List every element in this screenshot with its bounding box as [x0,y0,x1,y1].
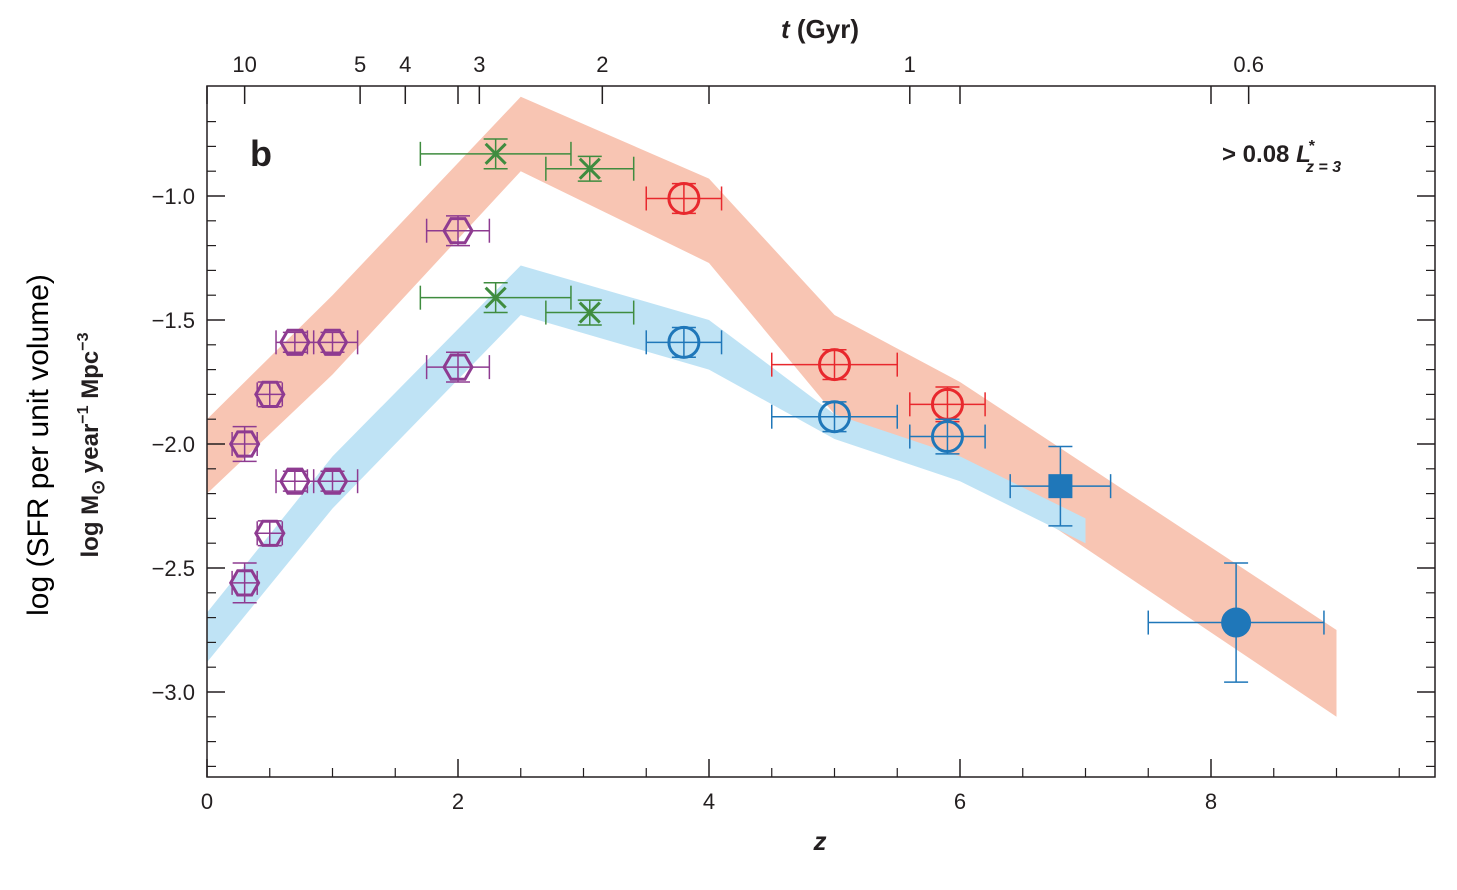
annotation-sup: * [1309,138,1316,155]
top-tick-label: 4 [399,52,411,77]
open-circle-marker [818,400,851,434]
asterisk-stroke [484,286,507,309]
y-tick-label: −1.5 [152,308,195,333]
ylabel-exp1: −1 [75,405,92,423]
data-point-open-circle [771,348,898,382]
top-tick-label: 0.6 [1233,52,1264,77]
open-circle-marker [667,181,701,215]
data-point-asterisk [545,155,635,182]
axes: 0 2 4 6 8 −1.0 −1.5 −2.0 −2.5 −3.0 10 5 4 3 2 1 0.6 [152,52,1436,814]
top-tick-label: 5 [354,52,366,77]
asterisk-stroke [578,157,601,180]
data-point-hexagon [228,562,261,604]
top-tick-label: 2 [596,52,608,77]
hexagon-marker [254,519,286,547]
annotation-prefix: > 0.08 [1222,141,1296,168]
data-point-hexagon [254,519,286,547]
data-point-asterisk [545,299,635,326]
data-point-hexagon [306,328,359,356]
data-points [228,138,1325,683]
hexagon-marker [279,467,311,495]
y-axis-title-inner: log M⊙ year−1 Mpc−3 [75,332,108,557]
data-point-open-circle [909,418,986,455]
data-point-hexagon [306,467,359,495]
top-tick-label: 1 [904,52,916,77]
open-circle-marker [667,325,701,359]
filled-circle-marker [1221,607,1252,638]
hexagon-marker [254,380,286,408]
hexagon-marker [279,328,311,356]
ylabel-exp2: −3 [75,332,92,350]
data-point-open-circle [645,325,723,359]
data-point-open-circle [645,181,723,215]
x-tick-label: 8 [1205,789,1217,814]
open-circle-marker [930,420,964,454]
hexagon-marker [316,467,349,495]
top-axis-title-unit: (Gyr) [790,14,859,44]
plot-frame [206,85,1436,778]
hexagon-marker [228,430,261,458]
data-point-hexagon [254,380,286,408]
ylabel-mid: year [77,424,104,480]
y-tick-label: −2.0 [152,432,195,457]
hexagon-marker [442,217,474,245]
top-axis-title-t: t [781,14,791,44]
data-point-asterisk [419,282,572,314]
data-point-filled-square [1009,445,1112,527]
top-tick-label: 3 [473,52,485,77]
asterisk-stroke [484,142,507,165]
x-axis-title: z [813,826,827,856]
x-tick-label: 0 [201,789,213,814]
x-tick-label: 6 [954,789,966,814]
ylabel-sym: ⊙ [88,480,108,495]
asterisk-stroke [578,301,601,324]
annotation-L: L [1296,141,1311,168]
data-point-open-circle [771,400,898,434]
data-point-hexagon [228,425,261,463]
hexagon-marker [442,353,474,381]
hexagon-marker [316,328,349,356]
data-point-filled-circle [1147,562,1325,683]
filled-square-marker [1048,474,1073,499]
luminosity-annotation: > 0.08 L* z = 3 [1222,138,1341,176]
y-tick-label: −2.5 [152,556,195,581]
x-tick-label: 4 [703,789,715,814]
panel-label: b [250,133,272,174]
data-point-hexagon [425,351,491,383]
ylabel-pre: log M [77,495,104,558]
data-point-hexagon [425,215,491,247]
x-tick-label: 2 [452,789,464,814]
ylabel-post: Mpc [77,351,104,406]
top-tick-label: 10 [232,52,256,77]
y-tick-label: −3.0 [152,680,195,705]
top-axis-title: t (Gyr) [781,14,859,44]
hexagon-marker [228,569,261,597]
open-circle-marker [818,348,851,382]
data-point-open-circle [909,386,986,423]
y-axis-title-outer: log (SFR per unit volume) [22,274,55,616]
y-tick-label: −1.0 [152,184,195,209]
annotation-sub: z = 3 [1305,159,1341,176]
data-point-asterisk [419,138,572,170]
